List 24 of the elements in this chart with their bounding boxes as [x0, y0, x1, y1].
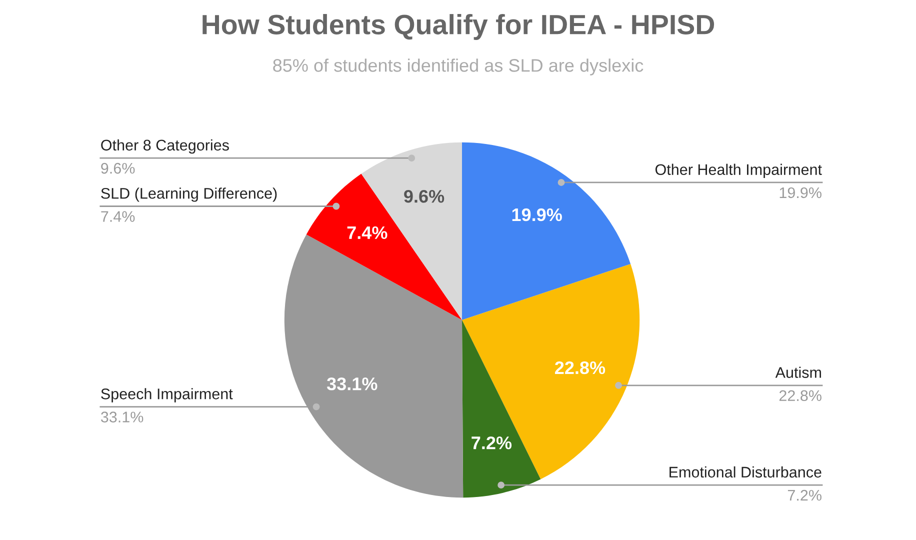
- slice-label: Other Health Impairment: [655, 164, 822, 178]
- text: 22.8%: [779, 390, 822, 402]
- data-label: 7.4%: [347, 226, 388, 240]
- slice-label: SLD (Learning Difference): [101, 188, 277, 202]
- chart-subtitle: 85% of students identified as SLD are dyslexic: [273, 58, 644, 76]
- text: 33.1%: [100, 412, 144, 422]
- data-label: 19.9%: [512, 208, 562, 222]
- text: 7.2%: [788, 490, 822, 501]
- text: 7.4%: [101, 211, 135, 222]
- pie-slice: [306, 174, 462, 320]
- slice-label: Speech Impairment: [101, 388, 233, 402]
- data-label: 22.8%: [555, 361, 606, 374]
- data-label: 9.6%: [404, 190, 444, 203]
- text: 19.9%: [780, 187, 822, 198]
- slice-label: Emotional Disturbance: [670, 466, 822, 478]
- text: 9.6%: [101, 162, 135, 174]
- data-label: 33.1%: [326, 378, 378, 390]
- pie-slice: [462, 320, 541, 498]
- slice-label: Other 8 Categories: [101, 139, 229, 154]
- data-label: 7.2%: [472, 436, 512, 450]
- pie-slice: [462, 264, 640, 480]
- pie-slice: [462, 142, 631, 320]
- slice-label: Autism: [775, 366, 821, 378]
- chart-title: How Students Qualify for IDEA - HPISD: [202, 14, 714, 40]
